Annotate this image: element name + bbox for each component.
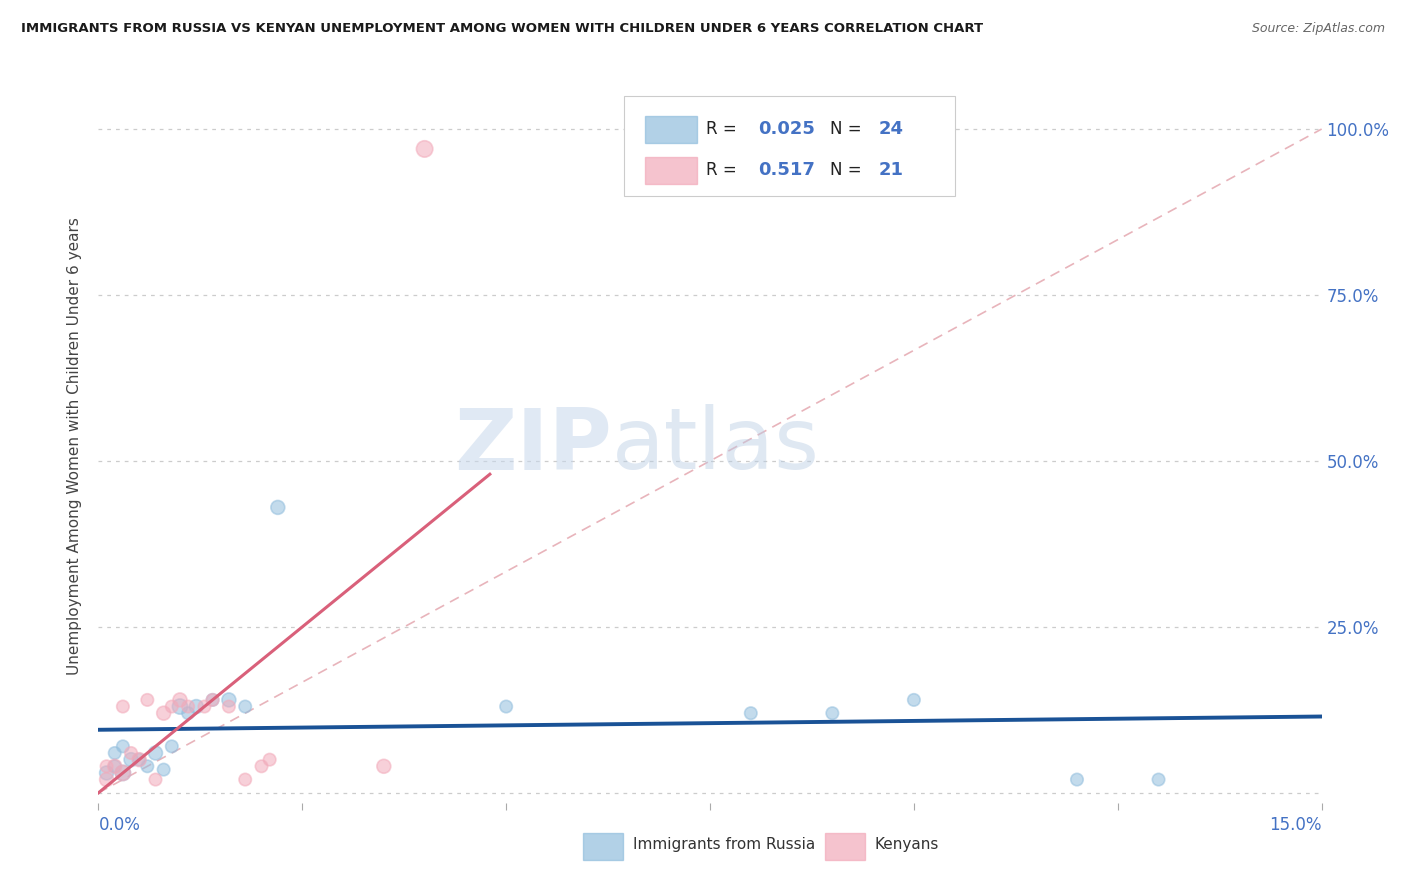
Point	[145, 772, 167, 787]
Point	[145, 746, 167, 760]
Point	[177, 706, 200, 721]
Point	[104, 746, 127, 760]
Point	[259, 753, 281, 767]
Text: R =: R =	[706, 120, 742, 138]
FancyBboxPatch shape	[645, 157, 696, 184]
Text: atlas: atlas	[612, 404, 820, 488]
Text: 24: 24	[879, 120, 904, 138]
Point	[233, 699, 256, 714]
Point	[250, 759, 273, 773]
Point	[96, 759, 118, 773]
Point	[96, 766, 118, 780]
Point	[128, 753, 150, 767]
Point	[136, 759, 159, 773]
Point	[218, 699, 240, 714]
Point	[201, 693, 224, 707]
Point	[152, 763, 174, 777]
Text: IMMIGRANTS FROM RUSSIA VS KENYAN UNEMPLOYMENT AMONG WOMEN WITH CHILDREN UNDER 6 : IMMIGRANTS FROM RUSSIA VS KENYAN UNEMPLO…	[21, 22, 983, 36]
Point	[111, 766, 134, 780]
Point	[169, 699, 191, 714]
Text: N =: N =	[830, 161, 866, 178]
Point	[128, 753, 150, 767]
FancyBboxPatch shape	[624, 96, 955, 196]
Point	[1066, 772, 1088, 787]
Point	[495, 699, 517, 714]
Text: N =: N =	[830, 120, 866, 138]
Point	[111, 766, 134, 780]
Text: Immigrants from Russia: Immigrants from Russia	[633, 838, 815, 852]
Point	[136, 693, 159, 707]
Point	[903, 693, 925, 707]
Point	[104, 759, 127, 773]
Point	[96, 772, 118, 787]
Y-axis label: Unemployment Among Women with Children Under 6 years: Unemployment Among Women with Children U…	[67, 217, 83, 675]
Text: 21: 21	[879, 161, 904, 178]
Point	[111, 739, 134, 754]
Point	[267, 500, 290, 515]
Text: Source: ZipAtlas.com: Source: ZipAtlas.com	[1251, 22, 1385, 36]
Text: 0.0%: 0.0%	[98, 816, 141, 834]
Point	[177, 699, 200, 714]
Point	[373, 759, 395, 773]
Point	[193, 699, 215, 714]
Text: 0.517: 0.517	[758, 161, 814, 178]
Point	[740, 706, 762, 721]
Point	[120, 753, 142, 767]
Point	[821, 706, 844, 721]
Point	[120, 746, 142, 760]
Text: ZIP: ZIP	[454, 404, 612, 488]
Point	[104, 759, 127, 773]
Point	[413, 142, 436, 156]
Point	[201, 693, 224, 707]
Point	[160, 699, 183, 714]
Point	[233, 772, 256, 787]
Point	[111, 699, 134, 714]
Point	[186, 699, 208, 714]
Point	[152, 706, 174, 721]
Point	[160, 739, 183, 754]
Point	[1147, 772, 1170, 787]
Text: 15.0%: 15.0%	[1270, 816, 1322, 834]
Point	[218, 693, 240, 707]
Text: R =: R =	[706, 161, 748, 178]
Point	[169, 693, 191, 707]
FancyBboxPatch shape	[645, 116, 696, 144]
Text: 0.025: 0.025	[758, 120, 814, 138]
Text: Kenyans: Kenyans	[875, 838, 939, 852]
